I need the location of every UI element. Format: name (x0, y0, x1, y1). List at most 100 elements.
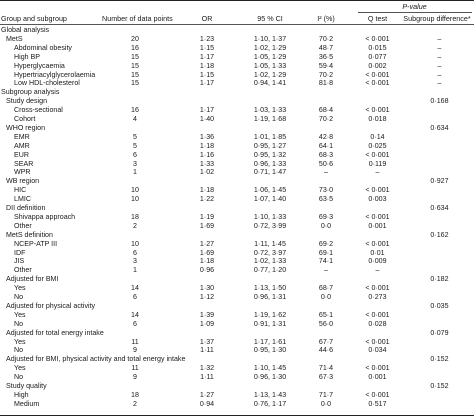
cell-or: 1·18 (199, 186, 215, 195)
cell-i2: 71·4 (318, 364, 334, 373)
cell-or: 1·40 (199, 115, 215, 123)
cell-ci: 1·02, 1·33 (253, 257, 287, 266)
cell-or: 1·69 (199, 221, 215, 230)
cell-q-test: < 0·001 (365, 310, 390, 319)
cell-subgroup-diff: 0·152 (430, 355, 449, 364)
row-label: Cross-sectional (14, 106, 63, 115)
cell-ci: 1·10, 1·33 (253, 212, 287, 221)
cell-i2: 56·0 (318, 319, 334, 328)
cell-or: 1·12 (199, 293, 215, 301)
row-label: High (14, 390, 29, 399)
cell-i2: 50·6 (318, 159, 334, 168)
cell-or: 1·36 (199, 132, 215, 141)
cell-or: 1·33 (199, 159, 215, 168)
row-label: Subgroup analysis (1, 88, 60, 97)
cell-i2: 68·3 (318, 150, 334, 159)
cell-i2: 73·0 (318, 186, 334, 195)
cell-or: 1·17 (199, 106, 215, 115)
cell-data-points: 9 (133, 373, 137, 382)
cell-ci: 1·06, 1·45 (253, 186, 287, 195)
row-label: No (14, 319, 24, 328)
row-label: Abdominal obesity (14, 43, 72, 52)
cell-subgroup-diff: 0·182 (430, 275, 449, 284)
header-or: OR (201, 14, 213, 23)
cell-subgroup-diff: – (437, 52, 442, 61)
cell-ci: 1·17, 1·61 (253, 337, 287, 346)
cell-i2: 74·1 (318, 257, 334, 266)
cell-or: 1·18 (199, 61, 215, 70)
cell-subgroup-diff: – (437, 70, 442, 79)
header-ci: 95 % CI (257, 14, 283, 23)
row-label: No (14, 346, 24, 355)
row-label: EUR (14, 150, 29, 159)
cell-subgroup-diff: 0·634 (430, 204, 449, 212)
cell-data-points: 18 (131, 212, 139, 221)
cell-ci: 1·13, 1·50 (253, 284, 287, 293)
cell-or: 1·27 (199, 390, 215, 399)
cell-i2: 70·2 (318, 70, 334, 79)
cell-ci: 1·19, 1·62 (253, 310, 287, 319)
cell-ci: 0·96, 1·30 (253, 373, 287, 382)
row-label: Global analysis (1, 26, 50, 34)
cell-i2: 0·0 (320, 293, 332, 301)
cell-q-test: < 0·001 (365, 239, 390, 248)
row-label: No (14, 373, 24, 382)
cell-or: 1·39 (199, 310, 215, 319)
cell-data-points: 10 (131, 186, 139, 195)
row-label: DII definition (6, 204, 46, 212)
cell-data-points: 2 (133, 221, 137, 230)
row-label: Adjusted for total energy intake (6, 328, 104, 337)
cell-q-test: < 0·001 (365, 337, 390, 346)
cell-q-test: < 0·001 (365, 284, 390, 293)
cell-data-points: 5 (133, 141, 137, 150)
cell-i2: 65·1 (318, 310, 334, 319)
header-pvalue: P-value (355, 2, 474, 11)
cell-q-test: < 0·001 (365, 150, 390, 159)
row-label: WB region (6, 177, 40, 186)
cell-or: 1·32 (199, 364, 215, 373)
row-label: NCEP-ATP III (14, 239, 58, 248)
row-label: WPR (14, 168, 31, 177)
row-label: Cohort (14, 115, 36, 123)
cell-ci: 0·76, 1·17 (253, 399, 287, 408)
cell-data-points: 2 (133, 399, 137, 408)
cell-data-points: 14 (131, 310, 139, 319)
cell-or: 1·02 (199, 168, 215, 177)
cell-data-points: 15 (131, 61, 139, 70)
cell-data-points: 14 (131, 284, 139, 293)
cell-data-points: 6 (133, 293, 137, 301)
cell-or: 1·19 (199, 212, 215, 221)
cell-i2: 48·7 (318, 43, 334, 52)
cell-data-points: 1 (133, 266, 137, 275)
cell-ci: 0·96, 1·31 (253, 293, 287, 301)
cell-i2: 36·5 (318, 52, 334, 61)
cell-ci: 0·95, 1·27 (253, 141, 287, 150)
row-label: Yes (14, 337, 26, 346)
cell-q-test: 0·119 (368, 159, 387, 168)
cell-q-test: 0·001 (368, 373, 387, 382)
cell-ci: 1·11, 1·45 (254, 239, 286, 248)
cell-ci: 1·10, 1·37 (253, 34, 287, 43)
cell-q-test: 0·015 (368, 43, 387, 52)
bottom-rule (0, 415, 474, 416)
cell-ci: 0·77, 1·20 (253, 266, 287, 275)
row-label: No (14, 293, 24, 301)
cell-data-points: 11 (131, 337, 139, 346)
row-label: LMIC (14, 195, 31, 204)
row-label: Yes (14, 310, 26, 319)
row-label: Medium (14, 399, 40, 408)
cell-subgroup-diff: – (437, 61, 442, 70)
cell-q-test: 0·077 (368, 52, 387, 61)
cell-or: 1·23 (199, 34, 215, 43)
cell-ci: 1·03, 1·33 (253, 106, 287, 115)
cell-q-test: – (375, 266, 380, 275)
cell-ci: 1·02, 1·29 (253, 70, 287, 79)
cell-data-points: 20 (131, 34, 139, 43)
cell-q-test: < 0·001 (365, 364, 390, 373)
cell-subgroup-diff: 0·152 (430, 382, 449, 390)
cell-i2: 71·7 (318, 390, 334, 399)
cell-i2: 81·8 (318, 79, 334, 88)
cell-ci: 1·01, 1·85 (253, 132, 287, 141)
cell-q-test: < 0·001 (365, 34, 390, 43)
